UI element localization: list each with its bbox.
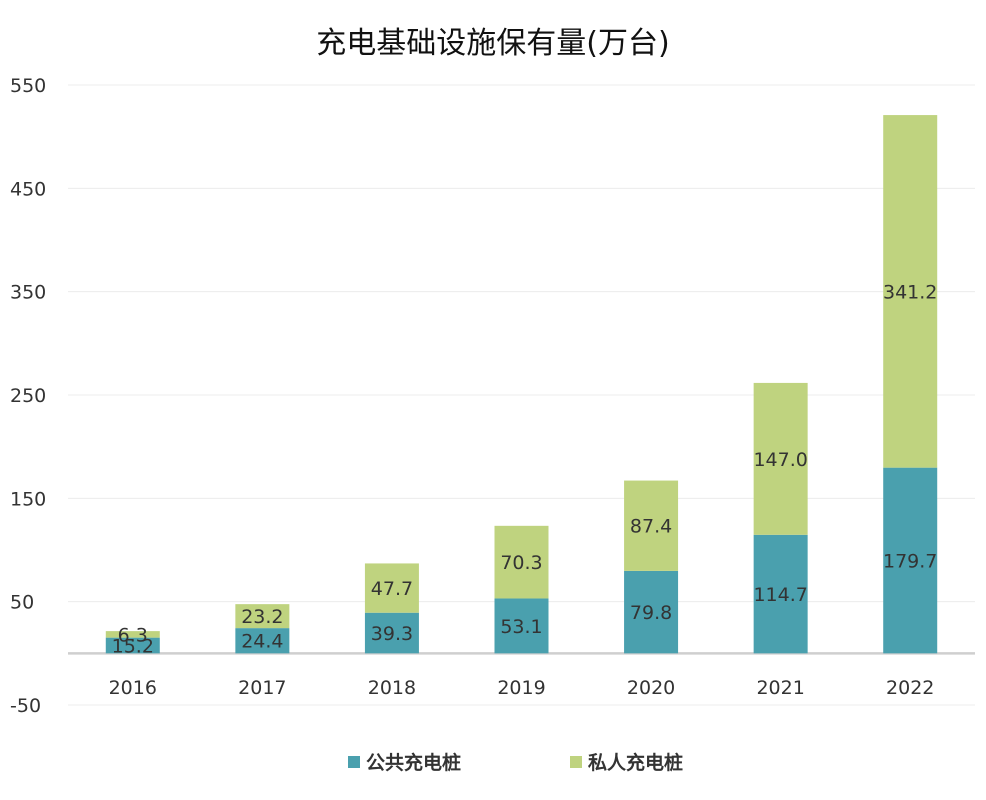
bar-public	[494, 598, 549, 654]
y-tick-label: 350	[10, 282, 46, 304]
legend-item-private: 私人充电桩	[570, 748, 683, 775]
x-tick-label: 2021	[756, 677, 804, 699]
data-label-private: 6.3	[118, 624, 148, 646]
y-tick-label: 450	[10, 178, 46, 200]
x-tick-label: 2016	[109, 677, 157, 699]
bar-public	[624, 570, 679, 654]
data-label-public: 114.7	[753, 584, 807, 606]
axes: 550 450 350 250 150 50 -50 2016 2017 2018 2019 2020…	[10, 75, 975, 717]
y-tick-label: 50	[10, 592, 34, 614]
legend-swatch-public	[348, 755, 360, 768]
bar-public	[105, 637, 160, 654]
data-label-public: 79.8	[630, 602, 672, 624]
data-label-private: 70.3	[500, 552, 542, 574]
y-tick-label: -50	[10, 695, 41, 717]
x-tick-label: 2020	[627, 677, 675, 699]
x-tick-label: 2018	[368, 677, 416, 699]
bar-public	[753, 534, 808, 654]
data-label-private: 87.4	[630, 516, 672, 538]
y-tick-label: 150	[10, 488, 46, 510]
x-tick-label: 2022	[886, 677, 934, 699]
data-label-private: 147.0	[753, 449, 807, 471]
bars	[105, 115, 938, 654]
bar-private	[364, 563, 419, 613]
bar-private	[753, 382, 808, 535]
bar-private	[883, 115, 938, 468]
data-label-private: 341.2	[883, 281, 937, 303]
x-tick-label: 2019	[497, 677, 545, 699]
legend-swatch-private	[570, 755, 582, 768]
legend-item-public: 公共充电桩	[348, 748, 461, 775]
legend-label-public: 公共充电桩	[366, 752, 462, 774]
bar-private	[105, 631, 160, 638]
data-label-public: 39.3	[371, 623, 413, 645]
bar-private	[235, 604, 290, 629]
data-label-public: 24.4	[241, 631, 283, 653]
y-tick-label: 550	[10, 75, 46, 97]
bar-public	[235, 628, 290, 654]
chart-title: 充电基础设施保有量(万台)	[316, 26, 670, 61]
data-label-public: 53.1	[500, 616, 542, 638]
data-label-private: 23.2	[241, 606, 283, 628]
data-labels: 15.26.3 24.4 23.2 39.3 47.7 53.1 70.3 79.8 87.4 1…	[112, 281, 938, 657]
data-label-public: 179.7	[883, 550, 937, 572]
data-label-private: 47.7	[371, 578, 413, 600]
bar-private	[624, 480, 679, 571]
bar-public	[883, 467, 938, 654]
data-label-public: 15.2	[112, 635, 154, 657]
bar-private	[494, 525, 549, 599]
legend: 公共充电桩 私人充电桩	[0, 748, 986, 778]
y-tick-label: 250	[10, 385, 46, 407]
x-tick-label: 2017	[238, 677, 286, 699]
bar-public	[364, 612, 419, 654]
legend-label-private: 私人充电桩	[588, 752, 684, 774]
